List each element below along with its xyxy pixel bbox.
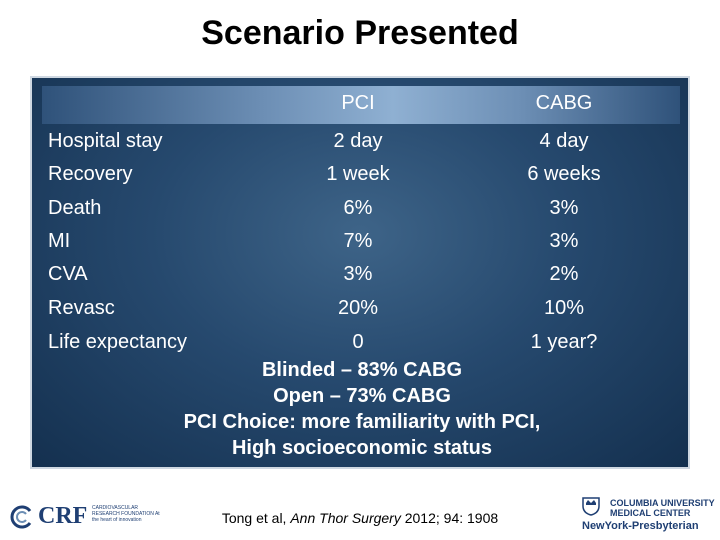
crown-shield-icon: [582, 497, 600, 516]
table-row: Death 6% 3%: [32, 197, 692, 227]
crf-logo-text: CRF: [38, 503, 88, 529]
slide-footer: CRF CARDIOVASCULAR RESEARCH FOUNDATION A…: [0, 478, 720, 540]
pci-value: 0: [352, 331, 364, 353]
summary-line-pci-choice: PCI Choice: more familiarity with PCI,: [183, 411, 541, 433]
cabg-value: 3%: [549, 230, 579, 252]
cabg-column-header: CABG: [535, 92, 593, 114]
columbia-line-1: COLUMBIA UNIVERSITY: [610, 498, 715, 508]
pci-value: 6%: [343, 197, 373, 219]
cabg-value: 10%: [543, 297, 585, 319]
table-row: Recovery 1 week 6 weeks: [32, 163, 692, 193]
nyp-name: NewYork-Presbyterian: [582, 520, 699, 532]
crf-swirl-icon: [10, 505, 32, 529]
crf-logo: CRF CARDIOVASCULAR RESEARCH FOUNDATION A…: [10, 503, 160, 533]
summary-line-open: Open – 73% CABG: [273, 385, 451, 407]
pci-value: 20%: [337, 297, 379, 319]
table-header-band: [42, 86, 680, 124]
columbia-nyp-logo: COLUMBIA UNIVERSITY MEDICAL CENTER NewYo…: [580, 492, 715, 538]
cabg-value: 2%: [549, 263, 579, 285]
summary-line-blinded: Blinded – 83% CABG: [261, 359, 463, 381]
table-row: Hospital stay 2 day 4 day: [32, 130, 692, 160]
row-label: Recovery: [48, 163, 133, 185]
pci-value: 1 week: [326, 163, 390, 185]
citation-journal: Ann Thor Surgery: [290, 510, 401, 526]
pci-value: 7%: [343, 230, 373, 252]
row-label: Life expectancy: [48, 331, 187, 353]
page-title: Scenario Presented: [201, 14, 519, 52]
row-label: Revasc: [48, 297, 115, 319]
table-row: MI 7% 3%: [32, 230, 692, 260]
citation-authors: Tong et al,: [221, 510, 291, 526]
table-row: Life expectancy 0 1 year?: [32, 331, 692, 361]
row-label: Death: [48, 197, 102, 219]
table-row: CVA 3% 2%: [32, 263, 692, 293]
columbia-line-2: MEDICAL CENTER: [610, 508, 691, 518]
summary-line-socioeconomic: High socioeconomic status: [231, 437, 493, 459]
citation: Tong et al, Ann Thor Surgery 2012; 94: 1…: [0, 510, 720, 526]
crf-logo-subtitle: CARDIOVASCULAR RESEARCH FOUNDATION At th…: [92, 505, 160, 523]
row-label: MI: [48, 230, 71, 252]
cabg-value: 4 day: [539, 130, 589, 152]
row-label: Hospital stay: [48, 130, 163, 152]
pci-column-header: PCI: [341, 92, 375, 114]
citation-details: 2012; 94: 1908: [400, 510, 499, 526]
cabg-value: 1 year?: [530, 331, 598, 353]
pci-value: 2 day: [333, 130, 383, 152]
cabg-value: 3%: [549, 197, 579, 219]
cabg-value: 6 weeks: [527, 163, 601, 185]
table-row: Revasc 20% 10%: [32, 297, 692, 327]
scenario-panel: PCI CABG Hospital stay 2 day 4 day Recov…: [30, 76, 690, 469]
columbia-name: COLUMBIA UNIVERSITY MEDICAL CENTER: [610, 498, 715, 518]
pci-value: 3%: [343, 263, 373, 285]
row-label: CVA: [48, 263, 88, 285]
